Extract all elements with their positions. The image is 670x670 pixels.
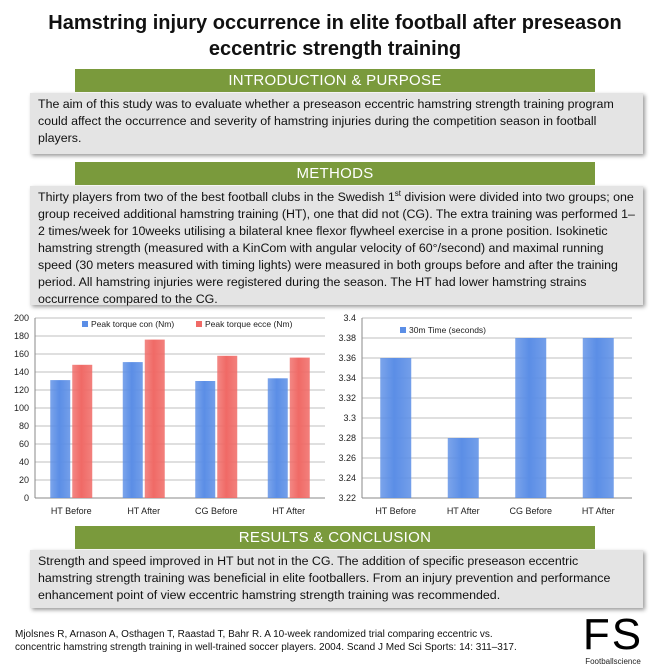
bar <box>217 355 238 498</box>
y-tick-label: 3.28 <box>338 433 356 443</box>
y-tick-label: 200 <box>14 313 29 323</box>
bar <box>582 338 614 498</box>
y-tick-label: 80 <box>19 421 29 431</box>
y-tick-label: 3.36 <box>338 353 356 363</box>
y-tick-label: 3.38 <box>338 333 356 343</box>
poster-title: Hamstring injury occurrence in elite foo… <box>48 12 622 60</box>
results-text: Strength and speed improved in HT but no… <box>38 554 611 602</box>
intro-heading: INTRODUCTION & PURPOSE <box>75 69 595 92</box>
legend-label: Peak torque con (Nm) <box>91 319 174 329</box>
results-box: Strength and speed improved in HT but no… <box>30 550 643 608</box>
legend-label: 30m Time (seconds) <box>409 325 486 335</box>
results-heading: RESULTS & CONCLUSION <box>75 526 595 549</box>
legend-swatch <box>196 321 202 327</box>
y-tick-label: 100 <box>14 403 29 413</box>
y-tick-label: 3.22 <box>338 493 356 503</box>
y-tick-label: 3.4 <box>343 313 356 323</box>
bar <box>72 364 93 498</box>
y-tick-label: 3.26 <box>338 453 356 463</box>
legend-label: Peak torque ecce (Nm) <box>205 319 293 329</box>
y-tick-label: 20 <box>19 475 29 485</box>
bar <box>122 362 143 498</box>
y-tick-label: 180 <box>14 331 29 341</box>
logo-subtitle: Footballscience <box>585 657 641 666</box>
bar <box>447 438 479 498</box>
x-tick-label: CG Before <box>195 506 238 516</box>
footballscience-logo: FS Footballscience <box>567 610 659 667</box>
y-tick-label: 120 <box>14 385 29 395</box>
reference-citation: Mjolsnes R, Arnason A, Osthagen T, Raast… <box>15 629 517 653</box>
y-tick-label: 3.3 <box>343 413 356 423</box>
x-tick-label: CG Before <box>509 506 552 516</box>
x-tick-label: HT After <box>447 506 480 516</box>
x-tick-label: HT After <box>582 506 615 516</box>
intro-text: The aim of this study was to evaluate wh… <box>38 97 614 145</box>
methods-text-part2: division were divided into two groups; o… <box>38 190 635 306</box>
methods-superscript: st <box>394 188 401 198</box>
y-tick-label: 3.24 <box>338 473 356 483</box>
methods-text-part1: Thirty players from two of the best foot… <box>38 190 395 204</box>
x-tick-label: HT After <box>272 506 305 516</box>
x-tick-label: HT Before <box>51 506 92 516</box>
bar <box>289 357 310 498</box>
bar <box>195 381 216 498</box>
intro-box: The aim of this study was to evaluate wh… <box>30 93 643 154</box>
y-tick-label: 40 <box>19 457 29 467</box>
bar <box>380 358 412 498</box>
bar <box>50 380 71 498</box>
y-tick-label: 0 <box>24 493 29 503</box>
peak-torque-chart: 0 20 40 60 80 100 120 140 160 180 200 HT Before HT A… <box>14 313 325 516</box>
methods-heading: METHODS <box>75 162 595 185</box>
x-tick-label: HT After <box>127 506 160 516</box>
legend-swatch <box>400 327 406 333</box>
sprint-time-chart: 3.22 3.24 3.26 3.28 3.3 3.32 3.34 3.36 3.38 3.4 HT… <box>338 313 632 516</box>
y-tick-label: 60 <box>19 439 29 449</box>
logo-letters: FS <box>582 610 644 659</box>
y-tick-label: 140 <box>14 367 29 377</box>
y-tick-label: 3.32 <box>338 393 356 403</box>
methods-box: Thirty players from two of the best foot… <box>30 186 643 306</box>
bar <box>144 339 165 498</box>
y-tick-label: 3.34 <box>338 373 356 383</box>
bar <box>267 378 288 498</box>
legend-swatch <box>82 321 88 327</box>
x-tick-label: HT Before <box>375 506 416 516</box>
bar <box>515 338 547 498</box>
y-tick-label: 160 <box>14 349 29 359</box>
